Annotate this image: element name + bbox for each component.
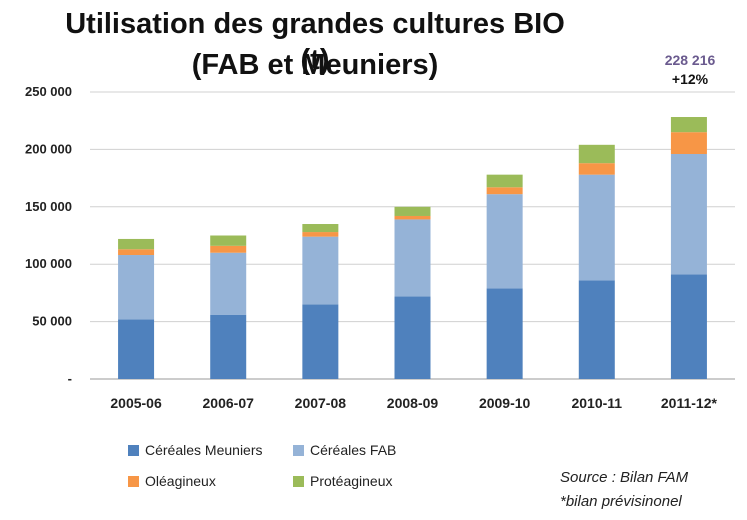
legend-item-cereales-fab: Céréales FAB [293, 442, 396, 458]
bar-segment-cereales-meuniers [486, 288, 523, 379]
x-tick-label: 2011-12* [661, 395, 718, 411]
x-tick-label: 2007-08 [295, 395, 347, 411]
bar-segment-cereales-meuniers [578, 280, 615, 379]
source-note: Source : Bilan FAM *bilan prévisinonel [560, 466, 688, 514]
bar-segment-cereales-fab [486, 194, 523, 289]
bar-segment-cereales-fab [578, 174, 615, 281]
legend-item-oleagineux: Oléagineux [128, 473, 216, 489]
bar-segment-cereales-fab [302, 236, 339, 305]
bar-segment-cereales-fab [394, 219, 431, 297]
stacked-bar-chart: - 50 000 100 000 150 000 200 000 250 000 2005-… [25, 84, 735, 411]
legend: Céréales Meuniers Céréales FAB Oléagineu… [128, 438, 458, 498]
bar-segment-proteagineux [394, 206, 431, 216]
legend-label-proteagineux: Protéagineux [310, 473, 393, 489]
bar-segment-oleagineux [670, 132, 707, 154]
y-tick-label: 250 000 [25, 84, 72, 99]
bar-segment-cereales-fab [670, 153, 707, 275]
bar-segment-cereales-meuniers [670, 274, 707, 379]
bar-segment-proteagineux [118, 238, 155, 250]
x-tick-label: 2009-10 [479, 395, 531, 411]
y-tick-label: 150 000 [25, 199, 72, 214]
y-tick-label: 100 000 [25, 256, 72, 271]
bar-segment-cereales-meuniers [394, 296, 431, 379]
y-tick-label: - [68, 371, 72, 386]
bar-segment-oleagineux [118, 249, 155, 256]
bar-segment-oleagineux [394, 215, 431, 220]
bar-segment-oleagineux [486, 187, 523, 195]
bar-segment-cereales-meuniers [302, 304, 339, 379]
bar-segment-proteagineux [302, 224, 339, 233]
chart-title-line2: (FAB et Meuniers) [191, 49, 439, 81]
bar-segment-oleagineux [578, 163, 615, 175]
bar-segment-oleagineux [302, 232, 339, 237]
bar-segment-cereales-fab [210, 252, 247, 315]
bar-segment-cereales-meuniers [118, 319, 155, 379]
bar-segment-cereales-fab [118, 255, 155, 320]
legend-swatch-cereales-fab [293, 444, 304, 456]
bar-segment-oleagineux [210, 245, 247, 253]
x-tick-label: 2006-07 [203, 395, 255, 411]
legend-swatch-oleagineux [128, 475, 139, 487]
x-tick-label: 2010-11 [571, 395, 622, 411]
bar-segment-cereales-meuniers [210, 314, 247, 379]
growth-callout-percent: +12% [671, 71, 709, 87]
bar-segment-proteagineux [210, 235, 247, 246]
x-tick-label: 2008-09 [387, 395, 439, 411]
total-callout-value: 228 216 [664, 52, 716, 68]
legend-label-cereales-meuniers: Céréales Meuniers [145, 442, 263, 458]
legend-label-oleagineux: Oléagineux [145, 473, 216, 489]
chart-title-line1: Utilisation des grandes cultures BIO (t) [65, 8, 565, 76]
y-tick-label: 50 000 [32, 314, 72, 329]
legend-swatch-proteagineux [293, 475, 304, 487]
bar-segment-proteagineux [486, 174, 523, 188]
forecast-note: *bilan prévisinonel [560, 493, 682, 510]
source-line: Source : Bilan FAM [560, 469, 689, 486]
y-tick-label: 200 000 [25, 141, 72, 156]
x-tick-label: 2005-06 [110, 395, 162, 411]
bar-segment-proteagineux [670, 117, 707, 133]
legend-item-cereales-meuniers: Céréales Meuniers [128, 442, 263, 458]
legend-label-cereales-fab: Céréales FAB [310, 442, 397, 458]
legend-swatch-cereales-meuniers [128, 444, 139, 456]
legend-item-proteagineux: Protéagineux [293, 473, 393, 489]
bar-segment-proteagineux [578, 144, 615, 164]
